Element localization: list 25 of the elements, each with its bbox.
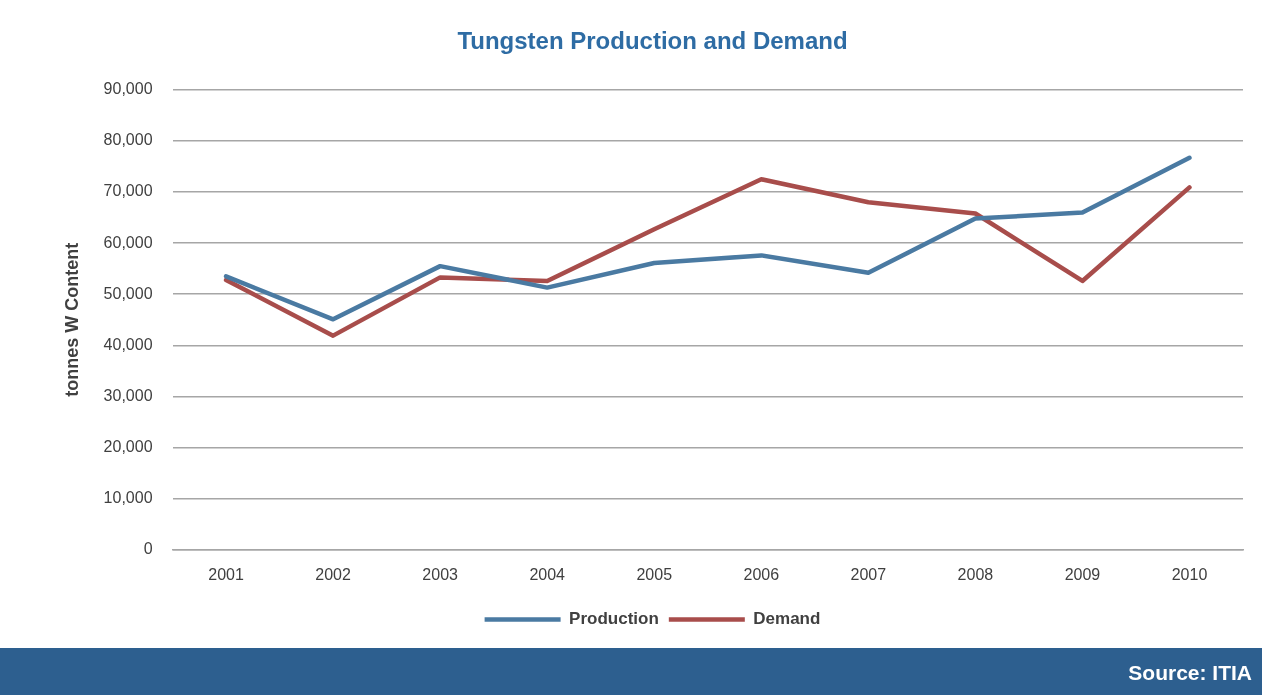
y-tick-label: 40,000 (103, 335, 153, 353)
y-tick-label: 90,000 (103, 80, 153, 98)
x-tick-label: 2008 (957, 565, 994, 583)
y-tick-label: 10,000 (103, 489, 153, 507)
y-axis-title: tonnes W Content (61, 242, 82, 397)
source-note: Source: ITIA (1128, 660, 1252, 686)
y-tick-label: 20,000 (103, 437, 153, 455)
chart-title: Tungsten Production and Demand (457, 27, 848, 55)
x-tick-label: 2004 (529, 565, 566, 583)
x-tick-label: 2003 (422, 565, 459, 583)
x-tick-label: 2005 (636, 565, 673, 583)
y-tick-label: 50,000 (103, 284, 153, 302)
x-tick-label: 2001 (208, 565, 244, 583)
x-tick-label: 2006 (743, 565, 780, 583)
y-tick-label: 80,000 (103, 131, 153, 149)
y-tick-label: 70,000 (103, 182, 153, 200)
x-tick-label: 2002 (315, 565, 352, 583)
legend-label: Demand (753, 609, 821, 629)
legend-label: Production (569, 609, 659, 629)
x-tick-label: 2010 (1171, 565, 1208, 583)
x-tick-label: 2007 (850, 565, 887, 583)
x-tick-label: 2009 (1064, 565, 1101, 583)
y-tick-label: 0 (143, 540, 153, 558)
y-tick-label: 30,000 (103, 386, 153, 404)
y-tick-label: 60,000 (103, 233, 153, 251)
